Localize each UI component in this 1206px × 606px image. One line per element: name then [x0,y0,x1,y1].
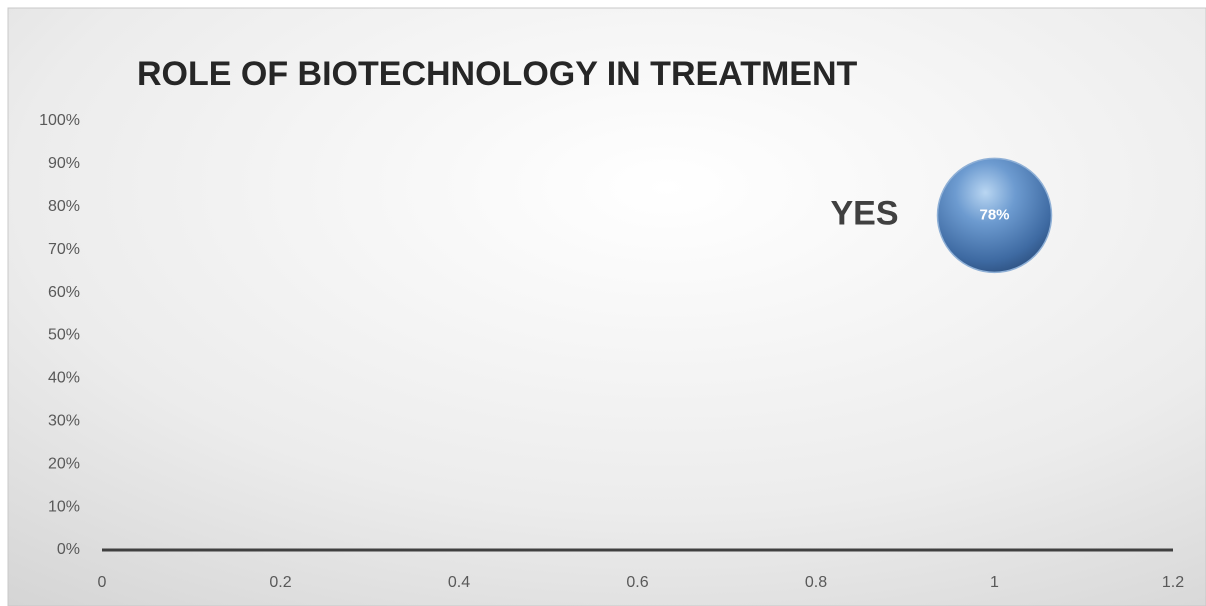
chart-background [7,7,1206,606]
x-tick-label: 0.6 [626,574,648,591]
y-tick-label: 80% [48,198,80,215]
bubble [936,157,1053,274]
y-tick-label: 60% [48,284,80,301]
y-tick-label: 40% [48,370,80,387]
y-tick-label: 10% [48,498,80,515]
y-tick-label: 20% [48,455,80,472]
x-tick-label: 1 [990,574,999,591]
chart-title: ROLE OF BIOTECHNOLOGY IN TREATMENT [137,55,858,93]
data-label: 78% [979,206,1009,223]
y-tick-label: 50% [48,327,80,344]
y-tick-label: 100% [39,112,80,129]
x-tick-label: 0.8 [805,574,827,591]
y-tick-label: 70% [48,241,80,258]
x-tick-label: 1.2 [1162,574,1184,591]
y-tick-label: 0% [57,541,80,558]
x-tick-label: 0.4 [448,574,470,591]
y-tick-label: 90% [48,155,80,172]
y-tick-label: 30% [48,413,80,430]
series-label: YES [830,194,898,232]
x-tick-label: 0 [98,574,107,591]
x-tick-label: 0.2 [269,574,291,591]
